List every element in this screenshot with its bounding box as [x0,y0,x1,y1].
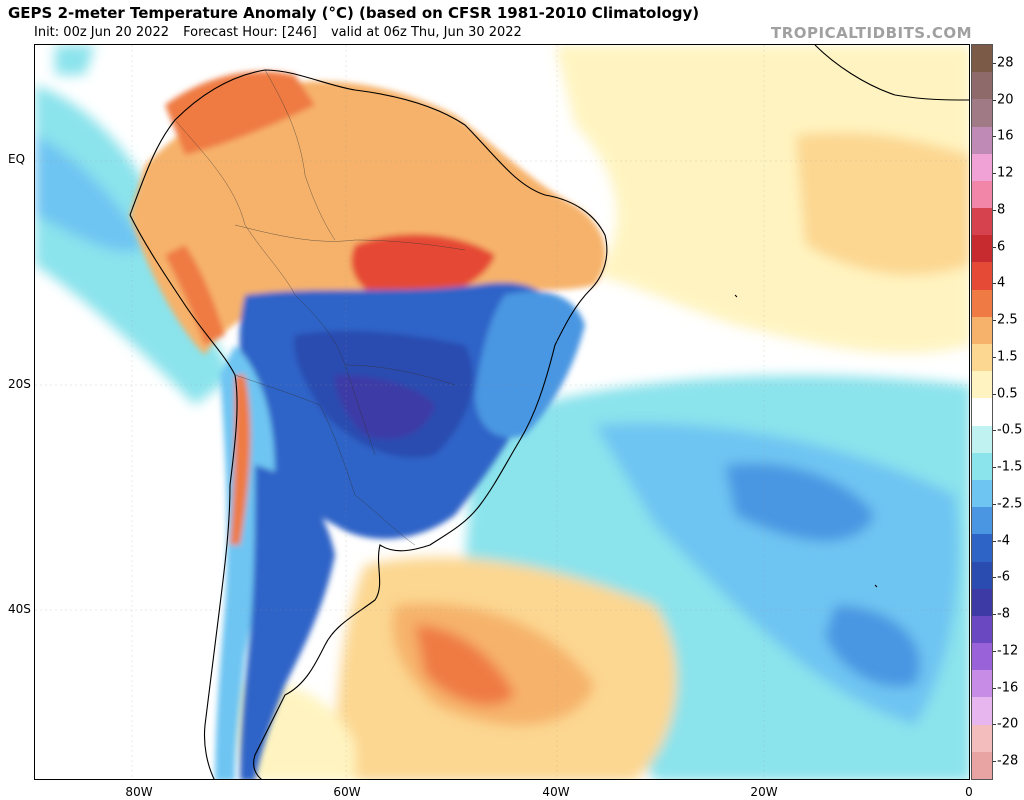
colorbar-label: -12 [997,643,1019,659]
colorbar-label: -0.5 [997,422,1023,438]
coastlines [129,45,969,779]
colorbar-segment [972,262,992,291]
lon-label-60w: 60W [333,785,361,799]
colorbar-label: -1.5 [997,459,1023,475]
colorbar-tick [993,393,996,395]
colorbar-label: -20 [997,716,1019,732]
lon-label-80w: 80W [125,785,153,799]
land-anomaly-fields [130,71,606,779]
colorbar-segment [972,126,992,155]
lat-label-40s: 40S [8,602,31,616]
colorbar-label: 0.5 [997,386,1018,402]
colorbar-segment [972,180,992,209]
colorbar-tick [993,246,996,248]
colorbar-tick [993,614,996,616]
colorbar-tick [993,650,996,652]
colorbar-label: 28 [997,55,1014,71]
anomaly-map [34,44,970,780]
colorbar-segment [972,344,992,372]
colorbar-label: -28 [997,753,1019,769]
colorbar-label: 12 [997,165,1014,181]
colorbar-segment [972,72,992,100]
colorbar-segment [972,670,992,698]
colorbar-tick [993,356,996,358]
colorbar-tick [993,99,996,101]
lon-label-40w: 40W [542,785,570,799]
colorbar-tick [993,173,996,175]
colorbar-segment [972,615,992,644]
colorbar-label: 4 [997,275,1006,291]
lat-label-eq: EQ [8,152,26,166]
colorbar-tick [993,761,996,762]
lon-label-20w: 20W [750,785,778,799]
colorbar-label: -4 [997,533,1010,549]
forecast-hour: Forecast Hour: [246] [183,25,317,40]
colorbar-label: -6 [997,569,1010,585]
colorbar-segment [972,208,992,236]
colorbar-tick [993,724,996,726]
colorbar-segment [972,534,992,562]
colorbar-segment [972,316,992,345]
colorbar-tick [993,136,996,138]
colorbar-tick [993,430,996,432]
colorbar-segment [972,289,992,318]
colorbar-segment [972,479,992,508]
colorbar-segment [972,588,992,617]
colorbar-tick [993,577,996,579]
site-brand: TROPICALTIDBITS.COM [771,24,972,42]
colorbar-segment [972,425,992,454]
colorbar-tick [993,540,996,542]
colorbar-segment [972,697,992,726]
init-time: Init: 00z Jun 20 2022 [34,25,169,40]
colorbar-segment [972,561,992,590]
colorbar-label: 6 [997,239,1006,255]
colorbar [971,44,993,780]
colorbar-segment [972,371,992,399]
lon-label-0: 0 [965,785,973,799]
country-borders [174,69,466,546]
graticule [35,45,969,779]
colorbar-tick [993,209,996,211]
ocean-anomaly-fields [35,45,969,779]
colorbar-segment [972,153,992,182]
colorbar-segment [972,398,992,427]
colorbar-label: -16 [997,680,1019,696]
colorbar-segment [972,235,992,263]
colorbar-tick [993,687,996,689]
map-subtitle: Init: 00z Jun 20 2022 Forecast Hour: [24… [34,25,532,40]
colorbar-tick [993,467,996,469]
colorbar-segment [972,751,992,780]
colorbar-tick [993,283,996,285]
colorbar-segment [972,507,992,535]
colorbar-segment [972,643,992,671]
colorbar-label: 16 [997,128,1014,144]
colorbar-label: -2.5 [997,496,1023,512]
colorbar-tick [993,63,996,64]
map-title: GEPS 2-meter Temperature Anomaly (°C) (b… [8,4,700,22]
colorbar-tick [993,320,996,322]
colorbar-label: 8 [997,202,1006,218]
colorbar-tick [993,503,996,505]
lat-label-20s: 20S [8,377,31,391]
colorbar-label: 2.5 [997,312,1018,328]
colorbar-label: 20 [997,92,1014,108]
valid-time: valid at 06z Thu, Jun 30 2022 [330,25,522,40]
anomaly-map-svg [35,45,969,779]
colorbar-segment [972,724,992,753]
colorbar-segment [972,452,992,481]
colorbar-segment [972,45,992,73]
colorbar-segment [972,99,992,128]
colorbar-label: -8 [997,606,1010,622]
colorbar-label: 1.5 [997,349,1018,365]
